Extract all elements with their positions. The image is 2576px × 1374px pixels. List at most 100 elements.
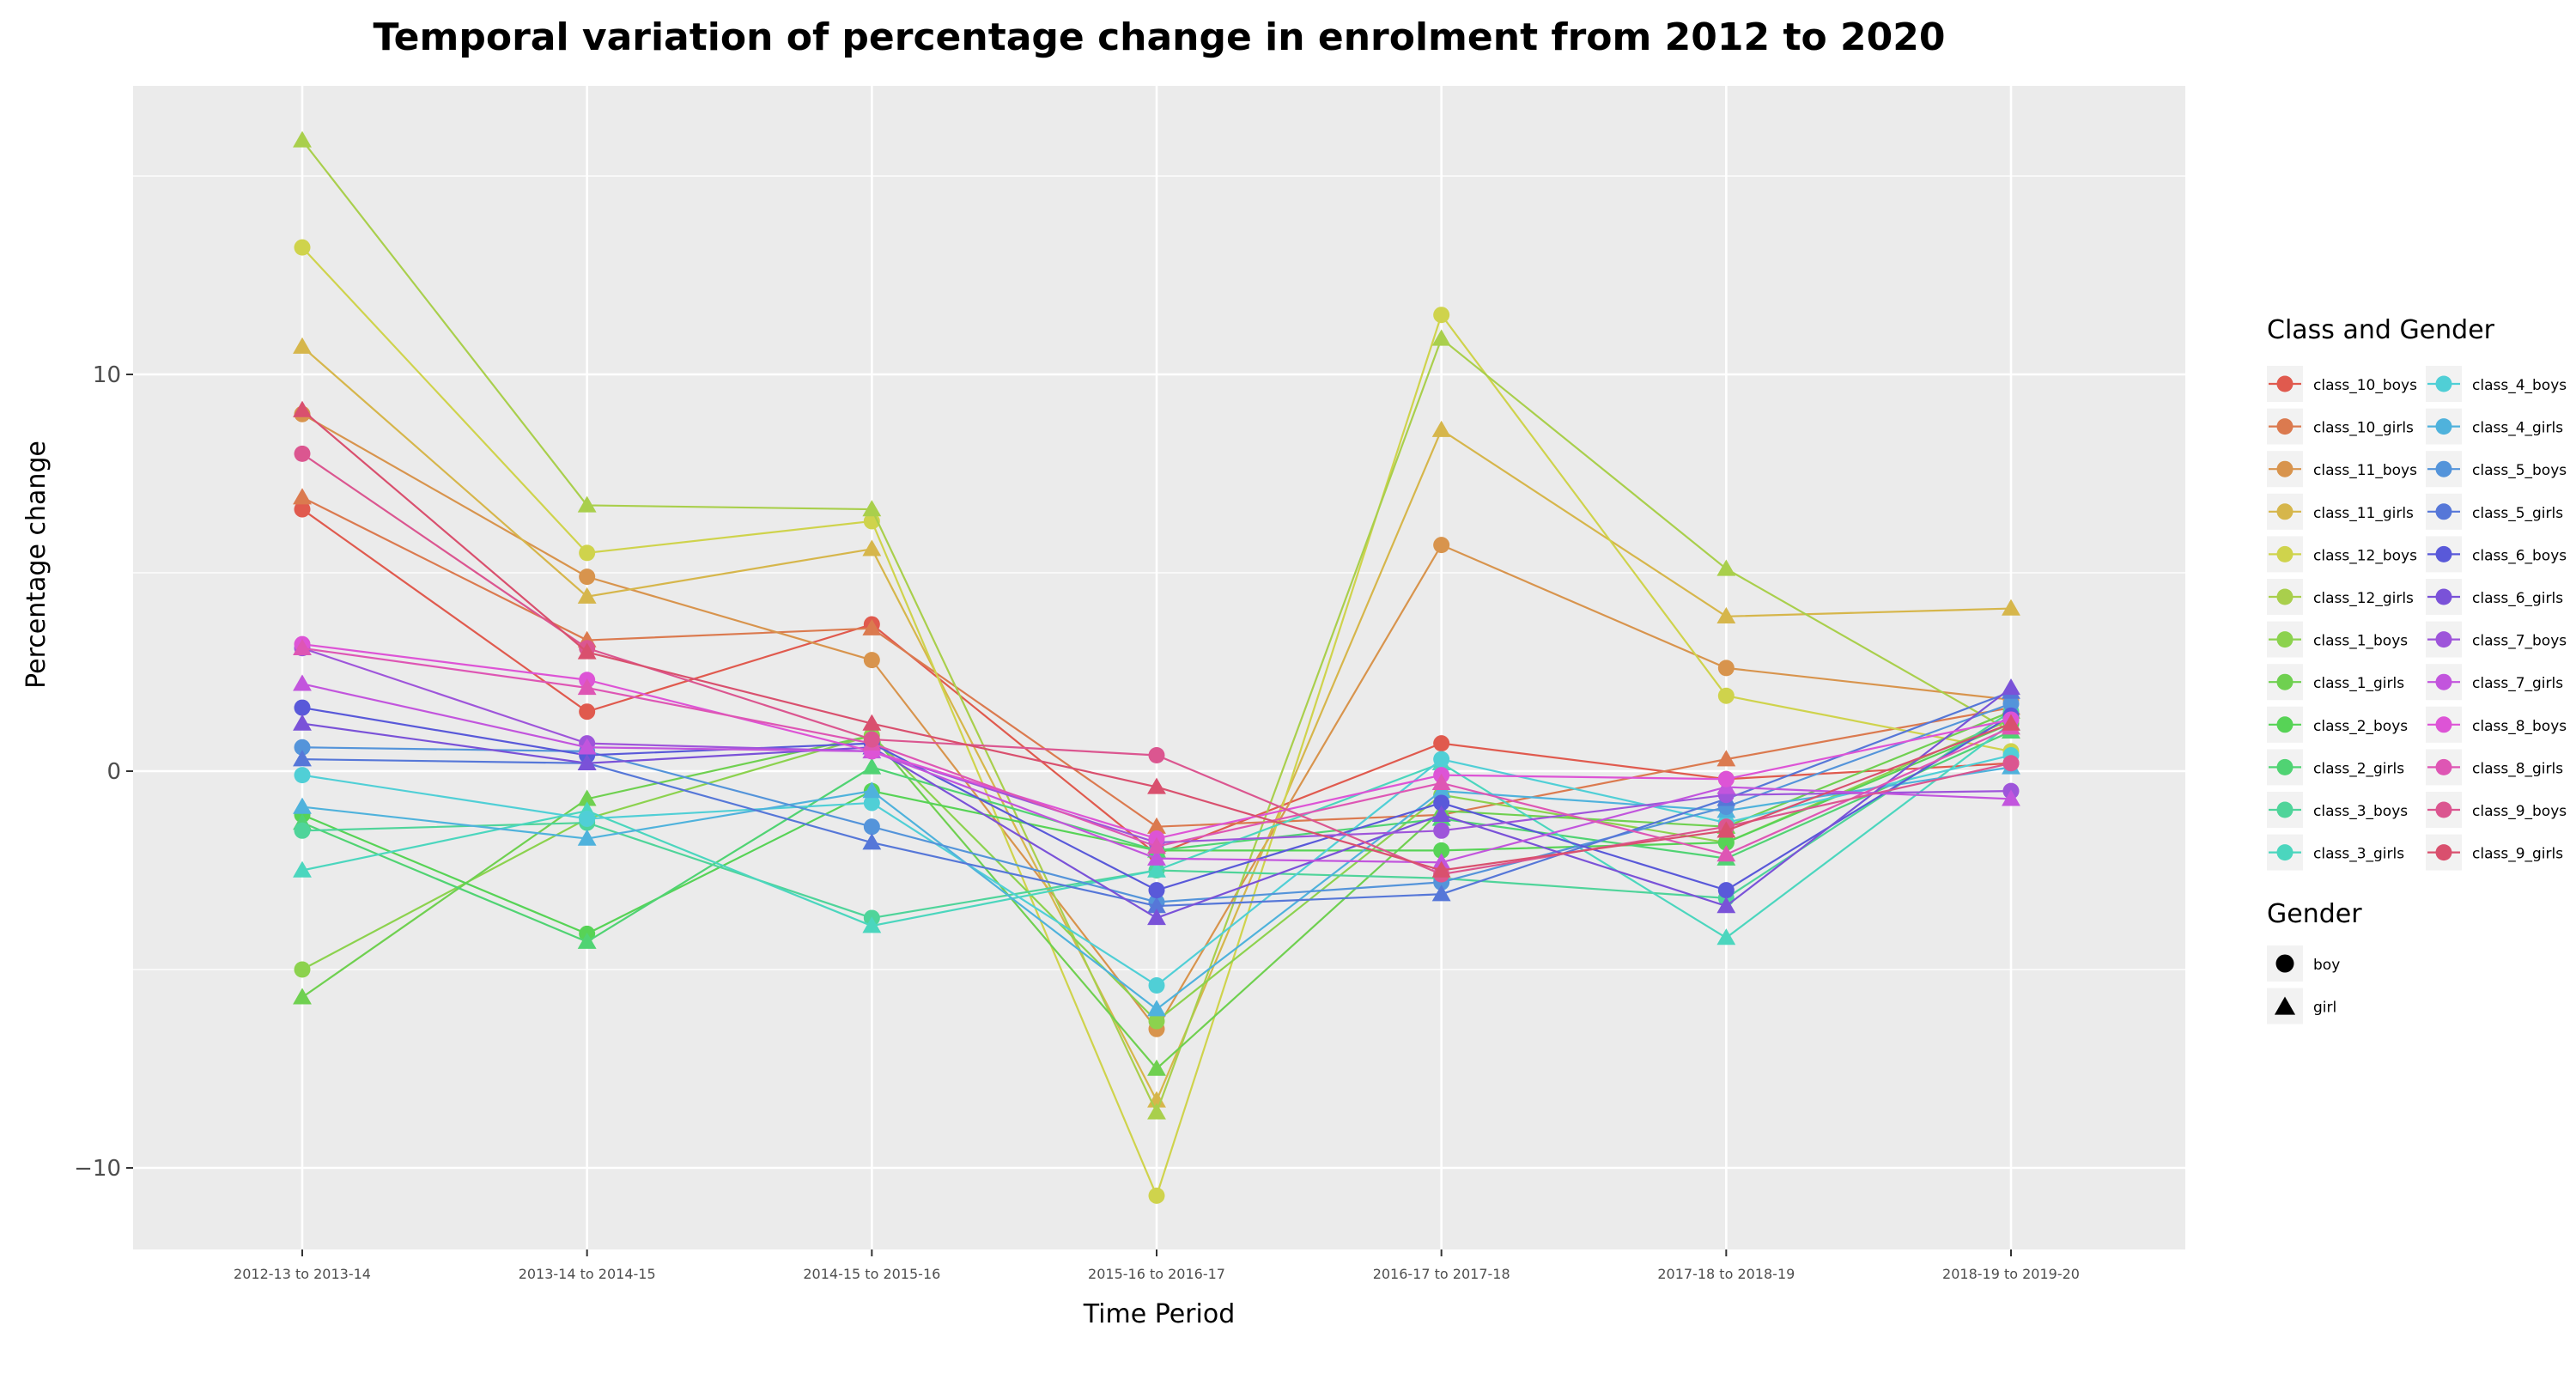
data-point-triangle <box>1147 777 1166 794</box>
series-class_11_girls <box>293 337 2020 1108</box>
data-point-triangle <box>293 988 312 1005</box>
legend-label: class_6_girls <box>2472 590 2563 607</box>
data-point-circle <box>1148 1012 1165 1030</box>
data-point-triangle <box>1431 860 1451 878</box>
legend-key-circle <box>2275 954 2294 973</box>
legend-key-marker <box>2276 673 2293 690</box>
legend-key-marker <box>2276 375 2293 392</box>
data-point-triangle <box>293 638 312 655</box>
data-point-triangle <box>1147 1000 1166 1017</box>
data-point-triangle <box>1431 329 1451 346</box>
legend-label: class_8_boys <box>2472 718 2567 735</box>
data-point-triangle <box>862 916 882 933</box>
data-point-triangle <box>862 781 882 799</box>
legend-item: class_8_girls <box>2426 749 2563 786</box>
data-point-circle <box>863 818 880 836</box>
series-group <box>293 131 2020 1204</box>
data-point-circle <box>863 731 880 748</box>
data-point-triangle <box>577 738 597 755</box>
legend-item: class_9_girls <box>2426 834 2563 871</box>
data-point-triangle <box>1431 420 1451 437</box>
legend-label: class_9_boys <box>2472 803 2567 820</box>
data-point-triangle <box>1147 897 1166 914</box>
data-point-circle <box>294 961 311 978</box>
x-axis-title: Time Period <box>1083 1299 1236 1329</box>
legend-key-marker <box>2276 460 2293 477</box>
data-point-triangle <box>1716 559 1736 576</box>
legend-item: class_5_boys <box>2426 451 2567 488</box>
legend-item: class_8_boys <box>2426 706 2567 743</box>
data-point-triangle <box>293 337 312 354</box>
legend-label: class_12_girls <box>2313 590 2414 607</box>
data-point-circle <box>294 445 311 462</box>
data-point-circle <box>1433 735 1450 752</box>
legend-label: class_12_boys <box>2313 547 2417 564</box>
data-point-triangle <box>577 932 597 949</box>
legend-label: girl <box>2313 1000 2336 1017</box>
legend-item: class_12_boys <box>2267 536 2417 573</box>
legend-key-marker <box>2276 631 2293 648</box>
data-point-triangle <box>293 750 312 767</box>
legend-item: class_11_girls <box>2267 493 2414 530</box>
data-point-circle <box>863 794 880 812</box>
data-point-circle <box>1433 537 1450 554</box>
data-point-triangle <box>293 488 312 505</box>
legend-key-marker <box>2435 844 2452 861</box>
data-point-triangle <box>862 500 882 517</box>
data-point-triangle <box>293 131 312 148</box>
data-point-triangle <box>293 400 312 417</box>
legend-item: class_1_boys <box>2267 621 2408 658</box>
series-class_8_girls <box>293 638 2020 862</box>
data-point-triangle <box>577 829 597 846</box>
data-point-circle <box>294 501 311 518</box>
data-point-triangle <box>1716 928 1736 945</box>
y-axis-title: Percentage change <box>21 441 52 689</box>
legend-item: class_4_girls <box>2426 408 2563 445</box>
data-point-triangle <box>1716 845 1736 862</box>
legend-item: class_1_girls <box>2267 664 2404 701</box>
data-point-circle <box>294 822 311 839</box>
data-point-triangle <box>862 757 882 775</box>
y-tick-label: 0 <box>106 759 121 785</box>
x-tick-label: 2016-17 to 2017-18 <box>1373 1266 1510 1282</box>
data-point-circle <box>579 544 596 562</box>
data-point-circle <box>1717 834 1735 851</box>
legend-key-marker <box>2276 716 2293 733</box>
data-point-triangle <box>293 674 312 691</box>
legend-label: class_7_boys <box>2472 633 2567 650</box>
legend-item: boy <box>2267 945 2340 982</box>
y-tick-label: −10 <box>74 1156 121 1182</box>
legend-title: Gender <box>2267 899 2362 929</box>
legend-key-marker <box>2435 545 2452 562</box>
data-point-circle <box>863 652 880 669</box>
data-point-circle <box>1148 1187 1165 1204</box>
legend-item: girl <box>2267 988 2336 1024</box>
data-point-triangle <box>1147 909 1166 926</box>
legend-item: class_2_girls <box>2267 749 2404 786</box>
legend-label: class_10_girls <box>2313 420 2414 437</box>
legend-label: class_11_girls <box>2313 505 2414 522</box>
data-point-triangle <box>577 678 597 696</box>
series-class_9_girls <box>293 400 2020 878</box>
legend-item: class_2_boys <box>2267 706 2408 743</box>
x-tick-label: 2018-19 to 2019-20 <box>1942 1266 2080 1282</box>
data-point-triangle <box>862 618 882 635</box>
legend-label: class_8_girls <box>2472 760 2563 777</box>
data-point-circle <box>1433 794 1450 812</box>
data-point-circle <box>294 699 311 716</box>
legend-label: class_2_boys <box>2313 718 2408 735</box>
legend-key-marker <box>2276 545 2293 562</box>
data-point-triangle <box>293 797 312 814</box>
legend-label: boy <box>2313 957 2340 974</box>
data-point-circle <box>294 767 311 784</box>
data-point-triangle <box>2002 678 2020 696</box>
data-point-triangle <box>577 642 597 660</box>
data-point-circle <box>1717 687 1735 704</box>
legend-key-marker <box>2276 758 2293 775</box>
data-point-circle <box>1148 747 1165 764</box>
data-point-circle <box>579 568 596 586</box>
legend-key-marker <box>2435 716 2452 733</box>
legend-label: class_10_boys <box>2313 377 2417 394</box>
legend-item: class_10_boys <box>2267 366 2417 402</box>
data-point-triangle <box>1147 817 1166 834</box>
